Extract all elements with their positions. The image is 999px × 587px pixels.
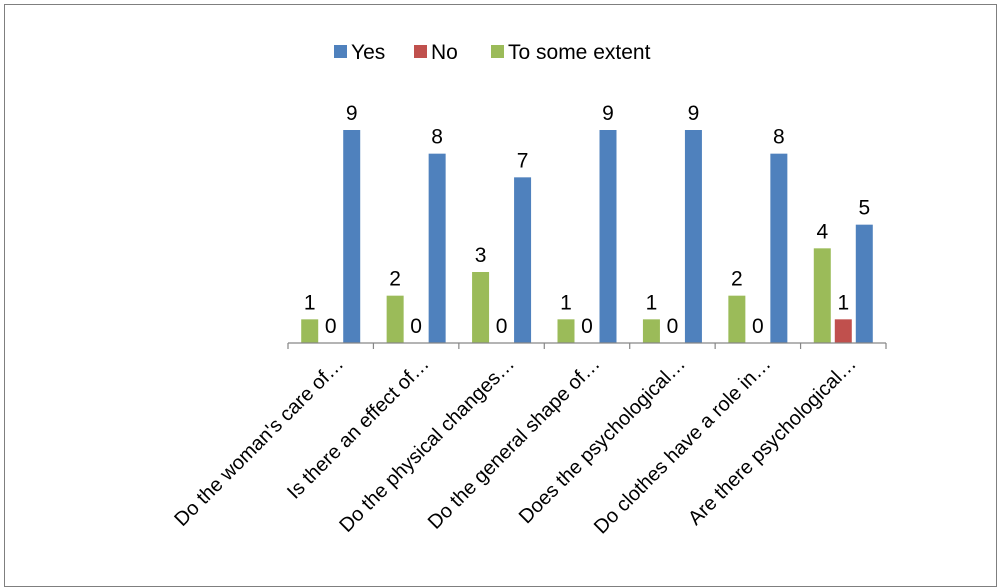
bar-to-some-extent-4 xyxy=(557,319,575,343)
legend-swatch-to-some-extent xyxy=(491,45,504,58)
data-label-no-4: 0 xyxy=(581,315,593,338)
data-label-to-some-extent-3: 3 xyxy=(475,244,487,267)
data-label-no-2: 0 xyxy=(410,315,422,338)
data-label-yes-7: 5 xyxy=(858,197,870,220)
bar-to-some-extent-6 xyxy=(728,295,746,343)
x-tick-label-6: Do clothes have a role in… xyxy=(590,353,775,538)
bars xyxy=(301,130,873,343)
x-tick-label-5: Does the psychological… xyxy=(515,353,690,528)
bar-to-some-extent-7 xyxy=(813,248,831,343)
bar-yes-4 xyxy=(599,130,617,343)
data-label-no-3: 0 xyxy=(496,315,508,338)
data-label-yes-6: 8 xyxy=(773,126,785,149)
x-tick-label-4: Do the general shape of… xyxy=(424,353,605,534)
data-label-yes-4: 9 xyxy=(602,102,614,125)
data-label-yes-1: 9 xyxy=(346,102,358,125)
data-label-to-some-extent-4: 1 xyxy=(560,291,572,314)
data-label-to-some-extent-2: 2 xyxy=(389,268,401,291)
legend-swatch-yes xyxy=(334,45,347,58)
x-tick-label-3: Do the physical changes… xyxy=(335,353,519,537)
x-tick-label-2: Is there an effect of… xyxy=(283,353,434,504)
data-label-to-some-extent-6: 2 xyxy=(731,268,743,291)
chart-frame xyxy=(4,4,997,587)
legend-label-yes: Yes xyxy=(351,41,385,64)
bar-yes-7 xyxy=(855,224,873,343)
data-label-no-5: 0 xyxy=(667,315,679,338)
x-tick-label-1: Do the woman's care of… xyxy=(170,353,348,531)
data-label-no-6: 0 xyxy=(752,315,764,338)
data-label-no-1: 0 xyxy=(325,315,337,338)
bar-no-7 xyxy=(834,319,852,343)
data-label-yes-5: 9 xyxy=(688,102,700,125)
bar-yes-3 xyxy=(514,177,532,343)
x-tick-label-7: Are there psychological… xyxy=(684,353,861,530)
data-label-yes-2: 8 xyxy=(431,126,443,149)
data-label-yes-3: 7 xyxy=(517,149,529,172)
bar-to-some-extent-2 xyxy=(386,295,404,343)
legend-swatch-no xyxy=(414,45,427,58)
bar-yes-5 xyxy=(684,130,702,343)
bar-yes-2 xyxy=(428,153,446,343)
bar-to-some-extent-5 xyxy=(642,319,660,343)
data-label-to-some-extent-1: 1 xyxy=(304,291,316,314)
legend-label-to-some-extent: To some extent xyxy=(508,41,651,64)
bar-yes-6 xyxy=(770,153,788,343)
data-label-to-some-extent-5: 1 xyxy=(646,291,658,314)
data-label-to-some-extent-7: 4 xyxy=(816,220,828,243)
x-axis-ticks: Do the woman's care of…Is there an effec… xyxy=(170,343,887,538)
data-label-no-7: 1 xyxy=(837,291,849,314)
bar-to-some-extent-1 xyxy=(301,319,319,343)
bar-yes-1 xyxy=(343,130,361,343)
bar-to-some-extent-3 xyxy=(472,272,490,343)
legend-label-no: No xyxy=(431,41,458,64)
legend: Yes No To some extent xyxy=(334,41,651,64)
